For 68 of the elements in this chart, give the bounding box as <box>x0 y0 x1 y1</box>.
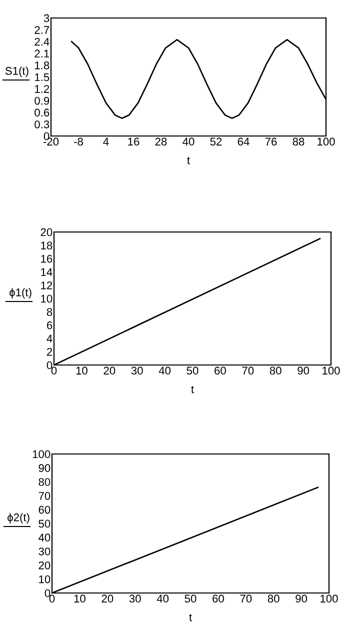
x-tick-label: 20 <box>102 594 114 603</box>
x-tick-label: 76 <box>265 138 277 146</box>
x-tick-label: 50 <box>186 366 198 375</box>
x-axis-title: t <box>189 614 192 622</box>
y-tick-label: 30 <box>38 548 50 556</box>
x-tick-label: 20 <box>104 366 116 375</box>
x-tick-label: 100 <box>322 366 340 375</box>
y-tick-label: 100 <box>32 450 50 458</box>
y-tick-label: 1.2 <box>35 85 50 93</box>
y-tick-label: 20 <box>38 561 50 570</box>
x-tick-label: 90 <box>298 366 310 375</box>
x-tick-label: -8 <box>74 138 83 146</box>
y-axis-title: ϕ1(t) <box>10 288 32 298</box>
y-tick-label: 2.7 <box>34 26 50 34</box>
y-axis-title: S1(t) <box>5 66 28 77</box>
y-tick-label: 0 <box>44 589 50 598</box>
y-tick-label: 2.4 <box>34 38 50 46</box>
y-tick-label: 6 <box>46 321 52 330</box>
x-tick-label: 10 <box>76 366 88 375</box>
x-tick-label: 70 <box>240 594 252 603</box>
y-axis-title: ϕ2(t) <box>8 513 30 524</box>
y-tick-label: 40 <box>38 534 50 542</box>
y-tick-label: 2.1 <box>34 50 50 58</box>
y-tick-label: 16 <box>41 254 52 263</box>
x-axis-title: t <box>187 156 190 164</box>
x-tick-label: 28 <box>155 138 167 146</box>
y-tick-label: 14 <box>41 268 52 276</box>
y-tick-label: 60 <box>38 506 50 514</box>
x-tick-label: 30 <box>129 594 141 603</box>
y-tick-label: 1.5 <box>35 73 50 82</box>
x-tick-label: 80 <box>268 594 280 603</box>
y-tick-label: 12 <box>41 281 52 290</box>
y-tick-label: 0.9 <box>34 96 50 105</box>
y-tick-label: 70 <box>38 492 50 500</box>
x-tick-label: 40 <box>158 366 171 375</box>
y-tick-label: 50 <box>38 520 50 528</box>
x-tick-label: 16 <box>128 138 140 146</box>
x-tick-label: 88 <box>292 138 304 146</box>
x-tick-label: 30 <box>131 366 143 375</box>
y-tick-label: 10 <box>39 575 50 584</box>
y-tick-label: 90 <box>38 464 50 472</box>
y-tick-label: 4 <box>46 334 52 342</box>
y-tick-label: 8 <box>46 308 52 316</box>
y-tick-label: 0.3 <box>34 120 50 128</box>
x-tick-label: 64 <box>238 138 250 146</box>
x-tick-label: 10 <box>74 594 86 603</box>
x-tick-label: 100 <box>320 594 338 603</box>
x-tick-label: 100 <box>318 138 335 146</box>
x-tick-label: 40 <box>182 138 194 146</box>
y-tick-label: 2 <box>46 348 52 356</box>
x-tick-label: 70 <box>242 366 254 375</box>
y-tick-label: 20 <box>40 228 52 236</box>
x-axis-title: t <box>191 386 194 394</box>
y-tick-label: 0 <box>46 361 52 370</box>
x-tick-label: 40 <box>156 594 169 603</box>
y-tick-label: 10 <box>41 294 52 303</box>
y-tick-label: 3 <box>44 14 50 22</box>
x-tick-label: 90 <box>296 594 308 603</box>
y-tick-label: 80 <box>38 478 50 486</box>
x-tick-label: 52 <box>210 138 222 146</box>
y-tick-label: 18 <box>41 242 52 250</box>
x-tick-label: 60 <box>214 366 226 375</box>
x-tick-label: 50 <box>184 594 196 603</box>
x-tick-label: 60 <box>212 594 224 603</box>
y-tick-label: 0.6 <box>34 108 50 117</box>
x-tick-label: 80 <box>270 366 282 375</box>
y-tick-label: 1.8 <box>35 61 50 70</box>
x-tick-label: 4 <box>103 138 109 146</box>
